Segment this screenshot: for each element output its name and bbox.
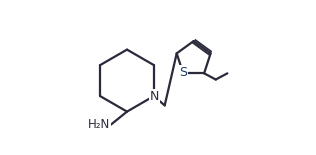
Text: N: N: [150, 90, 159, 103]
Text: H₂N: H₂N: [88, 118, 110, 131]
Text: S: S: [179, 66, 187, 79]
